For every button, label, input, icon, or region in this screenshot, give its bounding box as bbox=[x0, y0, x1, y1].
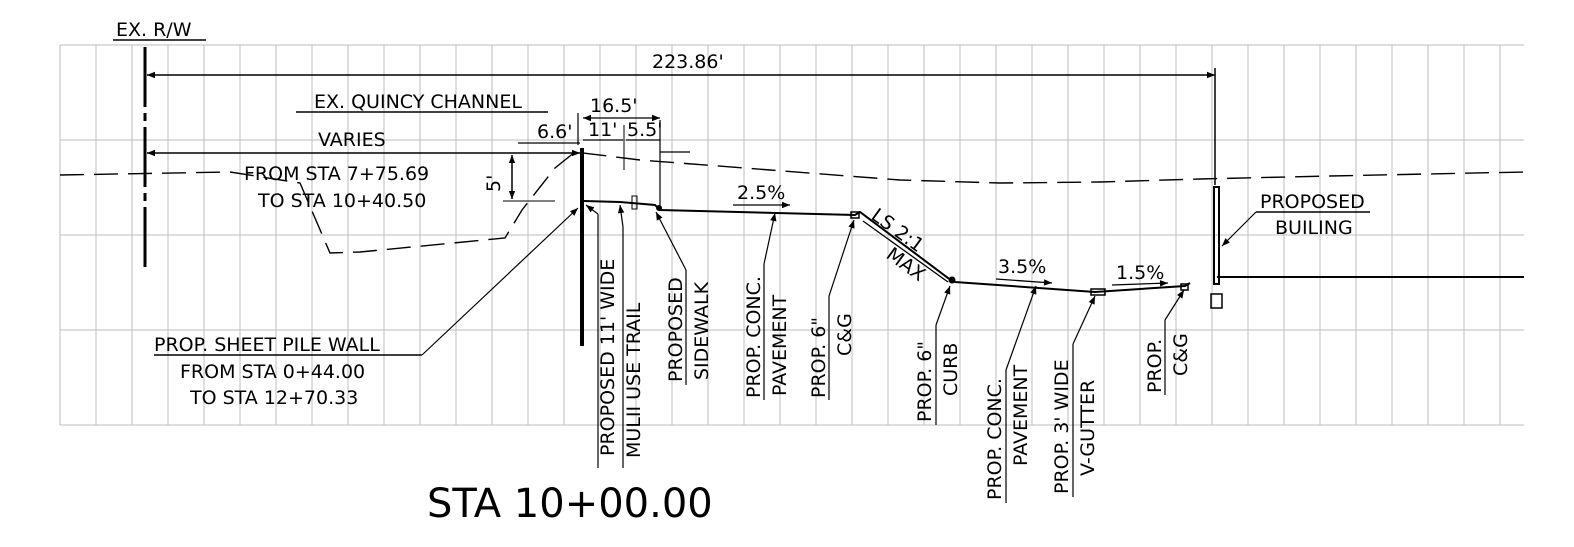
pavement-a-callout-1: PROP. CONC. bbox=[743, 276, 765, 398]
pavement-a-callout-2: PAVEMENT bbox=[769, 294, 791, 396]
depth-dimension bbox=[503, 152, 580, 202]
curb-callout-1: PROP. 6" bbox=[914, 341, 936, 422]
wall-callout-2: FROM STA 0+44.00 bbox=[180, 361, 365, 383]
sidewalk-callout-2: SIDEWALK bbox=[691, 281, 713, 380]
varies-to-label: TO STA 10+40.50 bbox=[257, 190, 426, 212]
existing-ground-line bbox=[59, 151, 1525, 254]
depth-label: 5' bbox=[483, 175, 505, 192]
slope-ls-underline bbox=[862, 220, 949, 283]
dim-6-6-label: 6.6' bbox=[537, 121, 572, 143]
total-width-label: 223.86' bbox=[652, 51, 724, 73]
vertical-callouts bbox=[585, 204, 1185, 503]
dim-5-5-label: 5.5' bbox=[627, 119, 662, 141]
building-wall bbox=[1210, 186, 1223, 309]
curb-markers bbox=[631, 195, 1189, 296]
channel-label: EX. QUINCY CHANNEL bbox=[314, 91, 522, 113]
building-leader bbox=[1221, 211, 1257, 247]
sidewalk-callout-1: PROPOSED bbox=[665, 277, 687, 382]
slope-1-label: 2.5% bbox=[737, 182, 785, 204]
gutter-callout-1: PROP. 3' WIDE bbox=[1051, 359, 1073, 494]
wall-callout-1: PROP. SHEET PILE WALL bbox=[154, 334, 380, 356]
curb-callout-2: CURB bbox=[940, 343, 962, 396]
varies-from-label: FROM STA 7+75.69 bbox=[244, 163, 429, 185]
top-dimensions bbox=[518, 113, 690, 210]
background-grid bbox=[59, 44, 1524, 426]
gutter-callout-2: V-GUTTER bbox=[1077, 380, 1099, 476]
total-width-dimension bbox=[147, 68, 1216, 185]
cg-a-callout-2: C&G bbox=[834, 313, 856, 356]
proposed-ground-line bbox=[583, 200, 1191, 294]
cg-b-callout-2: C&G bbox=[1170, 333, 1192, 376]
wall-callout-leader bbox=[421, 207, 579, 356]
building-label-1: PROPOSED bbox=[1260, 191, 1365, 213]
building-label-2: BUILING bbox=[1275, 217, 1353, 239]
ex-rw-label: EX. R/W bbox=[116, 19, 192, 41]
slope-2-arrow bbox=[995, 278, 1053, 286]
varies-label: VARIES bbox=[318, 129, 386, 151]
slope-3-arrow bbox=[1111, 280, 1169, 287]
dim-11-label: 11' bbox=[588, 119, 617, 141]
trail-callout-2: MULII USE TRAIL bbox=[623, 302, 645, 458]
slope-3-label: 1.5% bbox=[1116, 262, 1164, 284]
cg-a-callout-1: PROP. 6" bbox=[808, 317, 830, 398]
section-title: STA 10+00.00 bbox=[427, 481, 713, 527]
pavement-b-callout-2: PAVEMENT bbox=[1010, 364, 1032, 466]
dim-16-5-label: 16.5' bbox=[590, 95, 638, 117]
pavement-b-callout-1: PROP. CONC. bbox=[984, 378, 1006, 500]
cg-b-callout-1: PROP. bbox=[1144, 339, 1166, 393]
trail-callout-1: PROPOSED 11' WIDE bbox=[597, 259, 619, 456]
slope-2-label: 3.5% bbox=[998, 256, 1046, 278]
wall-callout-3: TO STA 12+70.33 bbox=[189, 387, 358, 409]
ex-rw-line bbox=[113, 39, 206, 272]
